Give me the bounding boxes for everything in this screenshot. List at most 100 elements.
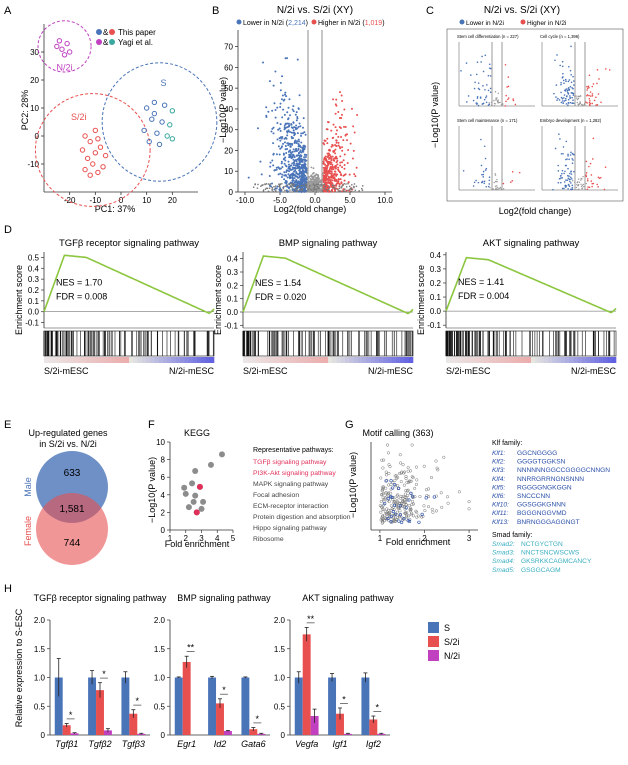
gsea-ytick-label: -0.1 bbox=[427, 321, 441, 330]
c-point-down bbox=[558, 177, 561, 180]
volcano-point-down bbox=[284, 156, 287, 159]
pca-point bbox=[154, 130, 160, 136]
gsea-rank-gradient bbox=[404, 357, 410, 363]
volcano-point-down bbox=[287, 122, 290, 125]
motif-point bbox=[415, 478, 419, 482]
c-point-down bbox=[556, 99, 558, 101]
c-point-down bbox=[483, 180, 486, 183]
volcano-point-ns bbox=[304, 184, 307, 186]
qpcr-bar bbox=[336, 713, 344, 735]
volcano-point-down bbox=[269, 165, 272, 168]
c-point-ns bbox=[496, 97, 498, 99]
c-point-down bbox=[569, 101, 572, 104]
volcano-point-up bbox=[344, 134, 347, 137]
c-point-up bbox=[511, 179, 514, 182]
volcano-point-ns bbox=[293, 183, 295, 186]
c-point-up bbox=[588, 186, 591, 189]
c-point-down bbox=[565, 80, 567, 83]
gsea-rank-gradient bbox=[141, 357, 147, 363]
c-point-down bbox=[570, 188, 572, 191]
volcano-point-down bbox=[301, 126, 304, 129]
motif-point bbox=[384, 473, 388, 477]
volcano-point-down bbox=[296, 167, 299, 170]
volcano-point-ns bbox=[323, 183, 326, 185]
volcano-point-up bbox=[329, 172, 332, 175]
motif-point bbox=[398, 461, 403, 465]
c-point-up bbox=[605, 68, 607, 70]
c-point-down bbox=[568, 175, 570, 178]
c-point-down bbox=[563, 181, 566, 183]
qpcr-bar bbox=[216, 703, 224, 735]
c-point-down bbox=[462, 169, 465, 172]
c-point-down bbox=[564, 170, 566, 173]
c-point-down bbox=[567, 88, 569, 90]
volcano-point-ns bbox=[288, 183, 291, 186]
volcano-point-down bbox=[299, 160, 302, 163]
c-point-down bbox=[569, 69, 572, 72]
legend-dot-s2i-red bbox=[109, 29, 115, 35]
panel-letter-b: B bbox=[212, 5, 219, 17]
c-point-ns bbox=[576, 184, 578, 186]
pca-legend: & This paper & Yagi et al. bbox=[96, 28, 156, 47]
motif-xtick-label: 2 bbox=[422, 534, 427, 543]
volcano-point-down bbox=[285, 181, 288, 184]
volcano-point-ns bbox=[319, 185, 322, 188]
pca-plot: N/2i S/2i S bbox=[34, 20, 218, 207]
pca-point bbox=[59, 46, 65, 52]
c-point-down bbox=[562, 79, 565, 82]
c-point-ns bbox=[494, 91, 497, 93]
volcano-point-down bbox=[272, 153, 275, 156]
gsea-ytick-label: 0.3 bbox=[227, 268, 239, 277]
gsea-rank-gradient bbox=[552, 357, 557, 363]
gsea-rank-gradient bbox=[370, 357, 376, 363]
motif-point-klf bbox=[397, 519, 401, 523]
c-point-up bbox=[588, 165, 590, 168]
volcano-ytick-label: 30 bbox=[224, 126, 233, 135]
venn-female-count: 744 bbox=[64, 538, 81, 549]
c-point-ns bbox=[581, 178, 583, 180]
c-point-down bbox=[558, 99, 561, 101]
c-point-down bbox=[568, 158, 570, 161]
volcano-point-down bbox=[279, 123, 282, 126]
pca-cluster-ellipse bbox=[37, 20, 92, 73]
motif-point-klf bbox=[386, 497, 390, 501]
c-point-down bbox=[482, 176, 485, 178]
gsea-ytick-label: 0.5 bbox=[28, 253, 40, 262]
volcano-point-down bbox=[289, 154, 292, 157]
volcano-point-ns bbox=[341, 185, 343, 187]
motif-point bbox=[410, 499, 415, 503]
qpcr-bar bbox=[182, 661, 191, 735]
volcano-point-down bbox=[303, 156, 306, 159]
volcano-point-down bbox=[291, 176, 294, 179]
volcano-point-down bbox=[293, 181, 296, 184]
volcano-point-up bbox=[331, 163, 334, 166]
motif-xtick-label: 1 bbox=[378, 534, 383, 543]
kegg-axes: 1 2 3 4 5 0 2 4 6 8 10 bbox=[156, 438, 236, 543]
volcano-point-up bbox=[323, 163, 326, 166]
c-subplot-title: Embryo development (n = 1,282) bbox=[540, 118, 602, 123]
c-point-down bbox=[484, 169, 487, 171]
kegg-point bbox=[207, 461, 214, 468]
c-point-ns bbox=[497, 188, 499, 190]
volcano-point-ns bbox=[300, 188, 303, 190]
volcano-point-down bbox=[293, 133, 296, 136]
volcano-point-down bbox=[304, 170, 307, 173]
volcano-point-down bbox=[294, 167, 297, 170]
motif-xlabel: Fold enrichment bbox=[386, 537, 451, 547]
volcano-point-down bbox=[289, 174, 292, 177]
c-point-down bbox=[482, 70, 485, 73]
volcano-point-up bbox=[347, 181, 350, 184]
c-point-down bbox=[487, 74, 490, 77]
c-point-down bbox=[486, 84, 488, 86]
qpcr-legend-label: S bbox=[444, 623, 450, 633]
c-point-down bbox=[555, 96, 557, 98]
volcano-point-down bbox=[299, 180, 302, 183]
volcano-point-up bbox=[334, 126, 337, 129]
gsea-nes: NES = 1.70 bbox=[56, 278, 102, 288]
motif-point bbox=[391, 497, 395, 502]
c-point-ns bbox=[496, 185, 498, 187]
gsea-title: TGFβ receptor signaling pathway bbox=[59, 238, 199, 249]
motif-title: Motif calling (363) bbox=[362, 428, 433, 438]
motif-point bbox=[384, 516, 388, 520]
